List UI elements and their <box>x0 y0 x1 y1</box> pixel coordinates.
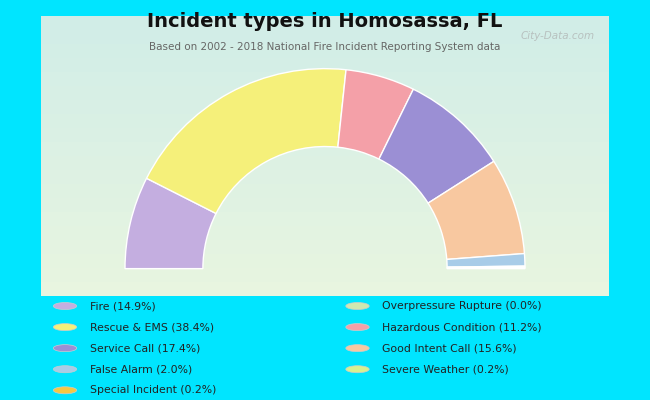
Bar <box>41 44 609 58</box>
Bar <box>41 100 609 114</box>
Ellipse shape <box>53 324 77 331</box>
Text: Special Incident (0.2%): Special Incident (0.2%) <box>90 385 216 395</box>
Bar <box>41 226 609 240</box>
Text: Service Call (17.4%): Service Call (17.4%) <box>90 343 200 353</box>
Bar <box>41 268 609 282</box>
Bar <box>41 156 609 170</box>
Bar <box>41 86 609 100</box>
Bar <box>41 72 609 86</box>
Text: Overpressure Rupture (0.0%): Overpressure Rupture (0.0%) <box>382 301 542 311</box>
Bar <box>41 282 609 296</box>
Bar <box>41 254 609 268</box>
Ellipse shape <box>53 345 77 352</box>
Text: Good Intent Call (15.6%): Good Intent Call (15.6%) <box>382 343 517 353</box>
Text: City-Data.com: City-Data.com <box>521 31 595 41</box>
Ellipse shape <box>346 345 369 352</box>
Ellipse shape <box>346 302 369 310</box>
Wedge shape <box>428 161 525 260</box>
Bar <box>41 58 609 72</box>
Ellipse shape <box>53 366 77 373</box>
Text: Fire (14.9%): Fire (14.9%) <box>90 301 155 311</box>
Text: Hazardous Condition (11.2%): Hazardous Condition (11.2%) <box>382 322 542 332</box>
Ellipse shape <box>53 387 77 394</box>
Bar <box>41 240 609 254</box>
Bar <box>41 198 609 212</box>
Bar <box>41 184 609 198</box>
Text: Based on 2002 - 2018 National Fire Incident Reporting System data: Based on 2002 - 2018 National Fire Incid… <box>150 42 500 52</box>
Text: Rescue & EMS (38.4%): Rescue & EMS (38.4%) <box>90 322 214 332</box>
Ellipse shape <box>346 366 369 373</box>
Wedge shape <box>125 178 216 269</box>
Text: Severe Weather (0.2%): Severe Weather (0.2%) <box>382 364 509 374</box>
Bar <box>41 128 609 142</box>
Wedge shape <box>447 254 525 267</box>
Wedge shape <box>447 267 525 269</box>
Bar <box>41 16 609 30</box>
Text: False Alarm (2.0%): False Alarm (2.0%) <box>90 364 192 374</box>
Bar <box>41 212 609 226</box>
Wedge shape <box>379 89 494 203</box>
Wedge shape <box>447 266 525 268</box>
Ellipse shape <box>53 302 77 310</box>
Text: Incident types in Homosassa, FL: Incident types in Homosassa, FL <box>148 12 502 31</box>
Bar <box>41 114 609 128</box>
Bar <box>41 142 609 156</box>
Wedge shape <box>146 69 346 214</box>
Bar <box>41 170 609 184</box>
Wedge shape <box>338 70 413 159</box>
Bar <box>41 30 609 44</box>
Ellipse shape <box>346 324 369 331</box>
